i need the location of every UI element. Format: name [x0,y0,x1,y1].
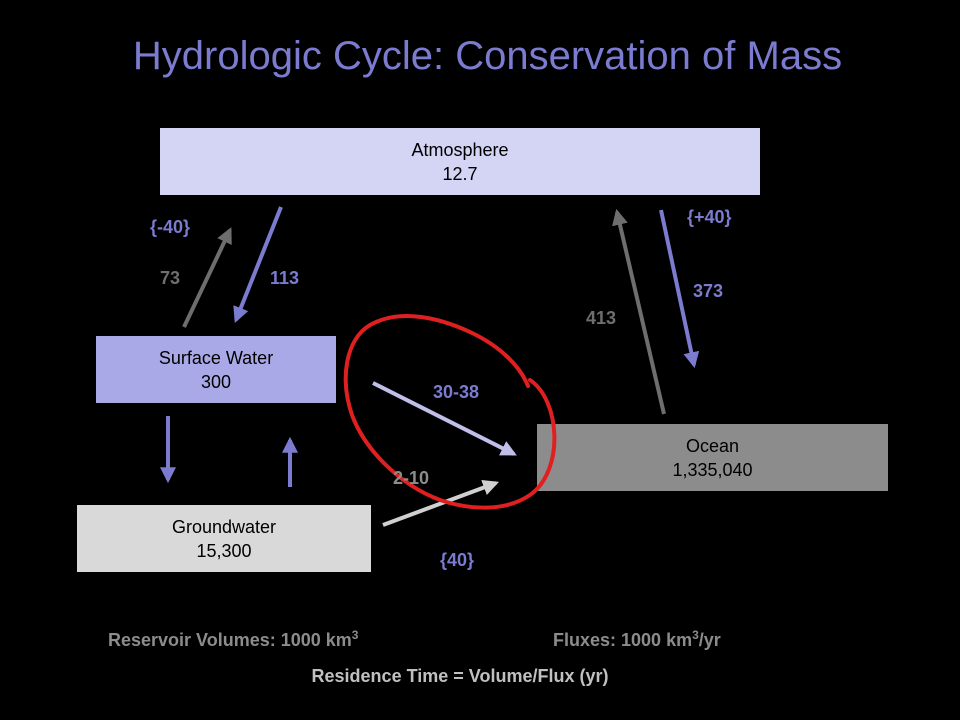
arrow-surface-to-atm [182,227,232,328]
label-ground-to-ocean: 2-10 [393,468,429,488]
ocean-name: Ocean [685,435,740,456]
arrow-ground-to-ocean [382,479,499,527]
surface-water-reservoir: Surface Water 300 [96,336,336,403]
ocean-volume: 1,335,040 [672,459,753,480]
arrow-atm-to-ocean [659,209,700,369]
flux-units-suffix: /yr [698,630,721,650]
footer-residence-time: Residence Time = Volume/Flux (yr) [311,666,609,686]
footer-flux-units: Fluxes: 1000 km3/yr [553,628,721,651]
label-land-balance: {-40} [150,217,190,237]
atmosphere-volume: 12.7 [442,163,478,184]
groundwater-name: Groundwater [171,516,277,537]
label-surface-to-atm: 73 [160,268,180,288]
label-runoff-total: {40} [440,550,474,570]
reservoir-units-text: Reservoir Volumes: 1000 km [108,630,352,650]
page-title: Hydrologic Cycle: Conservation of Mass [132,34,843,78]
arrow-ocean-to-atm [612,208,666,415]
label-surface-to-ocean: 30-38 [433,382,479,402]
reservoir-units-exponent: 3 [351,628,359,642]
atmosphere-reservoir: Atmosphere 12.7 [160,128,760,195]
label-ocean-balance: {+40} [687,207,732,227]
surface-water-volume: 300 [200,371,232,392]
annotation-circle [343,314,557,510]
arrow-surface-to-ocean [372,381,517,456]
flux-units-exponent: 3 [692,628,699,642]
groundwater-volume: 15,300 [196,540,252,561]
arrow-atm-to-surface [233,206,283,323]
surface-water-name: Surface Water [158,347,274,368]
label-atm-to-ocean: 373 [693,281,723,301]
ocean-reservoir: Ocean 1,335,040 [537,424,888,491]
label-atm-to-surface: 113 [270,268,299,288]
footer-reservoir-units: Reservoir Volumes: 1000 km3 [108,628,358,651]
flux-units-text: Fluxes: 1000 km [553,630,693,650]
atmosphere-name: Atmosphere [411,139,509,160]
groundwater-reservoir: Groundwater 15,300 [77,505,371,572]
label-ocean-to-atm: 413 [586,308,616,328]
